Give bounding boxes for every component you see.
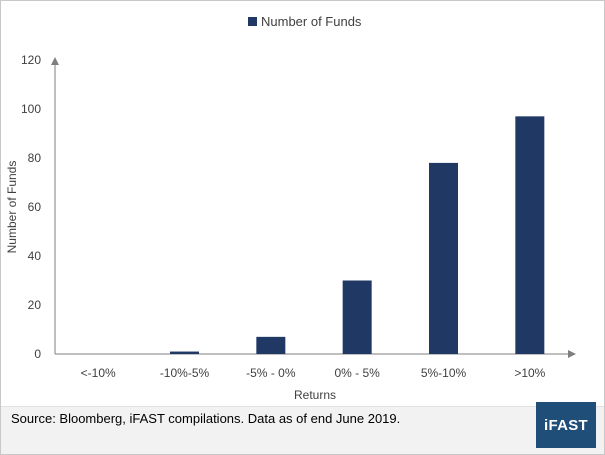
- y-tick-label: 20: [28, 298, 42, 312]
- y-tick-label: 60: [28, 200, 42, 214]
- x-tick-label: >10%: [514, 366, 545, 380]
- y-tick-labels: 0 20 40 60 80 100 120: [21, 53, 41, 361]
- y-tick-label: 0: [34, 347, 41, 361]
- x-tick-label: 5%-10%: [421, 366, 467, 380]
- axes: [51, 57, 576, 358]
- y-tick-label: 100: [21, 102, 41, 116]
- legend-swatch: [248, 17, 257, 26]
- legend-label: Number of Funds: [261, 14, 362, 29]
- x-tick-labels: <-10% -10%-5% -5% - 0% 0% - 5% 5%-10% >10%: [81, 366, 546, 380]
- bar: [256, 336, 286, 354]
- x-tick-label: 0% - 5%: [334, 366, 380, 380]
- bar: [515, 116, 545, 354]
- footer: Source: Bloomberg, iFAST compilations. D…: [1, 402, 604, 454]
- x-tick-label: -5% - 0%: [246, 366, 296, 380]
- y-tick-label: 40: [28, 249, 42, 263]
- y-axis-title-group: Number of Funds: [5, 161, 19, 254]
- legend: Number of Funds: [248, 14, 362, 29]
- bar: [429, 162, 458, 354]
- y-tick-label: 80: [28, 151, 42, 165]
- bar: [342, 280, 372, 354]
- y-axis-title: Number of Funds: [5, 161, 19, 254]
- y-axis-arrow: [51, 57, 59, 65]
- bars: [170, 116, 545, 354]
- bar: [170, 351, 199, 354]
- source-note: Source: Bloomberg, iFAST compilations. D…: [11, 411, 401, 426]
- x-axis-title-group: Returns: [294, 388, 336, 402]
- x-tick-label: <-10%: [81, 366, 116, 380]
- ifast-logo: iFAST: [536, 402, 596, 448]
- x-axis-title: Returns: [294, 388, 336, 402]
- x-axis-arrow: [568, 350, 576, 358]
- y-tick-label: 120: [21, 53, 41, 67]
- chart-area: Number of Funds Number of Funds 0 20 40 60 8…: [5, 14, 576, 402]
- x-tick-label: -10%-5%: [160, 366, 210, 380]
